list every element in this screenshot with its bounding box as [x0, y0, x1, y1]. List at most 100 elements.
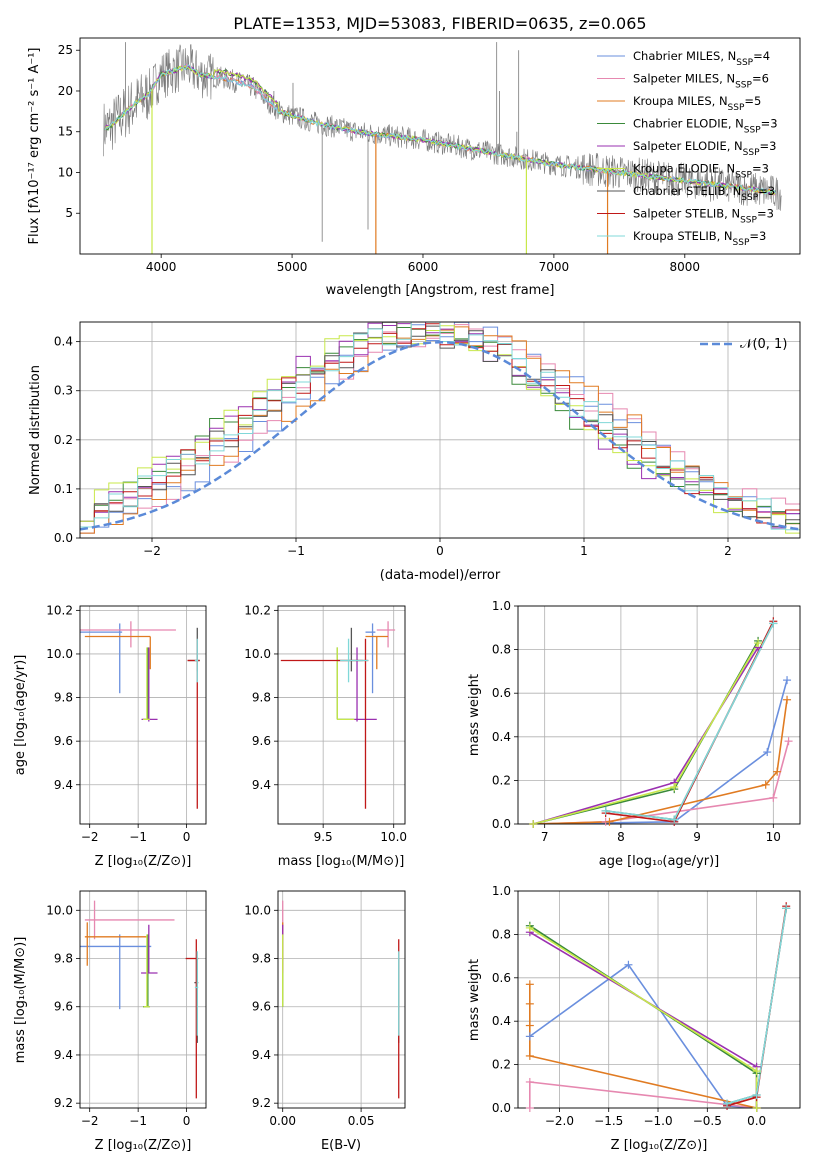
series-line-salpeter_stelib — [605, 620, 775, 823]
axes-frame — [79, 37, 801, 255]
legend-label: Kroupa MILES, NSSP=5 — [633, 94, 761, 113]
axes-frame — [517, 890, 801, 1109]
y-tick-label: 10.0 — [244, 647, 271, 661]
y-tick-label: 9.6 — [252, 734, 271, 748]
y-tick-label: 9.4 — [252, 1048, 271, 1062]
y-tick-label: 0.0 — [492, 817, 511, 831]
y-axis-label: Flux [fλ10⁻¹⁷ erg cm⁻² s⁻¹ A⁻¹] — [27, 48, 42, 245]
model-spectrum-kroupa_elodie — [104, 64, 777, 195]
x-axis-label: E(B-V) — [321, 1138, 361, 1153]
x-tick-label: 1 — [580, 544, 588, 558]
legend: 𝒩(0, 1) — [700, 337, 787, 352]
x-tick-label: −1.0 — [643, 1114, 672, 1128]
y-tick-label: 0.4 — [492, 730, 511, 744]
y-tick-label: 9.4 — [54, 1048, 73, 1062]
x-tick-label: 0.00 — [269, 1114, 296, 1128]
x-tick-label: 2 — [724, 544, 732, 558]
axes-frame — [277, 605, 406, 825]
model-spectrum-kroupa_stelib — [104, 64, 777, 195]
axes-frame — [79, 890, 207, 1109]
y-tick-label: 9.4 — [252, 778, 271, 792]
x-axis-label: mass [log₁₀(M/M⊙)] — [278, 854, 405, 869]
y-tick-label: 0.8 — [492, 927, 511, 941]
y-tick-label: 9.8 — [54, 952, 73, 966]
y-tick-label: 0.2 — [492, 1058, 511, 1072]
y-tick-label: 9.8 — [252, 691, 271, 705]
x-axis-label: age [log₁₀(age/yr)] — [599, 854, 720, 869]
legend-label: Kroupa ELODIE, NSSP=3 — [633, 162, 769, 181]
legend-label: Chabrier MILES, NSSP=4 — [633, 49, 770, 68]
y-tick-label: 0.0 — [492, 1101, 511, 1115]
y-tick-label: 9.8 — [54, 691, 73, 705]
y-tick-label: 10.0 — [46, 903, 73, 917]
x-tick-label: −1 — [129, 830, 147, 844]
series-line-kroupa_miles — [533, 699, 788, 824]
y-tick-label: 10.0 — [244, 903, 271, 917]
y-tick-label: 0.4 — [492, 1014, 511, 1028]
y-tick-label: 9.4 — [54, 778, 73, 792]
x-tick-label: −1.5 — [594, 1114, 623, 1128]
x-axis-label: Z [log₁₀(Z/Z⊙)] — [95, 1138, 192, 1153]
x-tick-label: −1 — [287, 544, 305, 558]
plot-area — [280, 621, 396, 809]
y-tick-label: 5 — [65, 206, 73, 220]
series-line-kroupa_stelib — [605, 623, 775, 821]
y-axis-label: mass weight — [467, 674, 482, 756]
x-tick-label: 0.0 — [747, 1114, 766, 1128]
x-tick-label: −2 — [143, 544, 161, 558]
x-tick-label: 10 — [766, 830, 781, 844]
legend-label: Chabrier STELIB, NSSP=3 — [633, 184, 775, 203]
y-tick-label: 1.0 — [492, 599, 511, 613]
y-tick-label: 9.2 — [252, 1096, 271, 1110]
x-tick-label: 8 — [617, 830, 625, 844]
y-tick-label: 20 — [58, 84, 73, 98]
legend-label: Chabrier ELODIE, NSSP=3 — [633, 117, 778, 136]
y-tick-label: 0.8 — [492, 643, 511, 657]
y-tick-label: 0.0 — [54, 531, 73, 545]
axes-frame — [79, 605, 207, 825]
plot-area — [532, 620, 790, 824]
legend-label: Salpeter MILES, NSSP=6 — [633, 72, 769, 91]
legend-label: Salpeter ELODIE, NSSP=3 — [633, 139, 776, 158]
panel-mass-vs-Z: −2 −1 0 9.2 9.4 9.6 9.8 10.0 Z [log₁₀(Z/Z⊙)] mass… — [13, 890, 207, 1153]
x-axis-label: Z [log₁₀(Z/Z⊙)] — [95, 854, 192, 869]
figure-title: PLATE=1353, MJD=53083, FIBERID=0635, z=0… — [233, 14, 646, 33]
x-axis-label: (data-model)/error — [380, 568, 501, 583]
legend-label: Salpeter STELIB, NSSP=3 — [633, 207, 774, 226]
x-tick-label: −0.5 — [693, 1114, 722, 1128]
series-line-chabrier_miles — [533, 679, 788, 824]
y-tick-label: 10.0 — [46, 647, 73, 661]
y-tick-label: 10.2 — [244, 603, 271, 617]
x-tick-label: −2.0 — [545, 1114, 574, 1128]
y-tick-label: 15 — [58, 125, 73, 139]
y-tick-label: 1.0 — [492, 884, 511, 898]
y-axis-label: Normed distribution — [28, 365, 43, 495]
plot-layer: 4000 5000 6000 7000 8000510152025wavelength … — [13, 37, 801, 1153]
x-tick-label: 9 — [693, 830, 701, 844]
y-axis-label: mass [log₁₀(M/M⊙)] — [13, 937, 28, 1064]
legend-label: Kroupa STELIB, NSSP=3 — [633, 229, 766, 248]
y-tick-label: 9.6 — [54, 1000, 73, 1014]
axes-frame — [517, 605, 801, 825]
x-axis-label: Z [log₁₀(Z/Z⊙)] — [611, 1138, 708, 1153]
panel-spectrum: 4000 5000 6000 7000 8000 5 10 15 20 25 wavelength … — [27, 37, 801, 298]
x-tick-label: 0 — [183, 830, 191, 844]
y-tick-label: 9.8 — [252, 952, 271, 966]
x-tick-label: 7000 — [539, 260, 570, 274]
y-tick-label: 10 — [58, 165, 73, 179]
plot-area — [282, 900, 400, 1099]
panel-mass-weight-vs-Z: −2.0 −1.5 −1.0 −0.5 0.0 0.0 0.2 0.4 0.6 0.8 1.0 Z [… — [467, 884, 801, 1153]
histogram-kroupa_stelib — [80, 322, 800, 531]
plot-area — [103, 42, 782, 254]
y-tick-label: 9.6 — [54, 734, 73, 748]
series-line-salpeter_elodie — [532, 646, 759, 824]
panel-age-vs-mass: 9.5 10.0 9.4 9.6 9.8 10.0 10.2 mass [log₁₀(M/M⊙… — [244, 603, 407, 869]
x-tick-label: 9.5 — [314, 830, 333, 844]
legend: Chabrier MILES, NSSP=4 Salpeter MILES, NS… — [597, 49, 778, 248]
x-tick-label: −2 — [81, 830, 99, 844]
x-tick-label: 5000 — [277, 260, 308, 274]
series-line-salpeter_miles — [528, 1081, 757, 1108]
panel-age-vs-Z: −2 −1 0 9.4 9.6 9.8 10.0 10.2 Z [log₁₀(Z/Z⊙)] age… — [13, 603, 207, 869]
series-line-chabrier_elodie — [533, 640, 759, 824]
